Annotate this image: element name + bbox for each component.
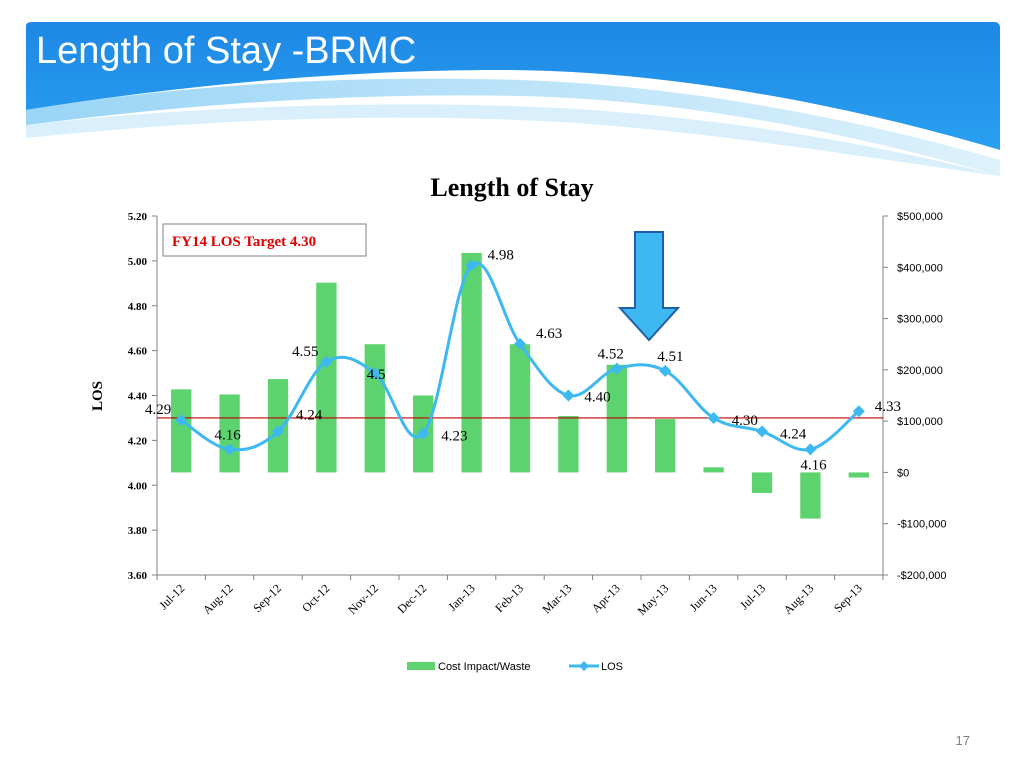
- y-tick-label: 3.60: [128, 570, 148, 582]
- y2-tick-label: $400,000: [897, 262, 943, 274]
- legend-swatch-los-marker: [579, 661, 589, 671]
- los-data-label: 4.30: [732, 413, 758, 429]
- los-data-label: 4.98: [488, 247, 514, 263]
- slide-number: 17: [955, 733, 970, 748]
- cost-impact-bar: [171, 389, 192, 473]
- down-arrow-icon: [617, 231, 681, 342]
- x-tick-label: Sep-13: [831, 581, 865, 615]
- cost-impact-bar: [316, 282, 337, 473]
- y2-tick-label: $0: [897, 467, 909, 479]
- y-tick-label: 4.80: [128, 301, 148, 313]
- x-tick-label: May-13: [635, 581, 672, 618]
- x-tick-label: Apr-13: [589, 581, 623, 615]
- los-line-path: [180, 261, 860, 452]
- cost-impact-bar: [655, 419, 676, 473]
- y-tick-label: 4.60: [128, 346, 148, 358]
- x-tick-label: Sep-12: [250, 581, 284, 615]
- los-line: [175, 259, 865, 456]
- legend-label-los: LOS: [601, 661, 623, 673]
- los-data-label: 4.16: [800, 457, 827, 473]
- los-marker: [465, 259, 478, 272]
- cost-impact-bar: [606, 364, 627, 473]
- target-annotation: FY14 LOS Target 4.30: [162, 223, 367, 257]
- x-tick-label: Oct-12: [299, 581, 332, 614]
- y-tick-label: 4.00: [128, 480, 148, 492]
- los-data-label: 4.55: [292, 344, 318, 360]
- x-tick-label: Jun-13: [687, 581, 720, 614]
- y2-tick-label: $200,000: [897, 365, 943, 377]
- los-data-label: 4.52: [598, 347, 624, 363]
- los-marker: [707, 411, 720, 424]
- cost-impact-bar: [703, 467, 724, 473]
- los-data-label: 4.16: [214, 427, 241, 443]
- legend-swatch-cost-impact: [407, 662, 435, 670]
- x-tick-label: Jul-13: [737, 581, 768, 612]
- los-marker: [175, 414, 188, 427]
- cost-impact-bar: [558, 416, 579, 473]
- cost-impact-bar: [219, 394, 240, 473]
- y2-tick-label: -$200,000: [897, 570, 947, 582]
- los-marker: [320, 355, 333, 368]
- x-tick-label: Aug-13: [781, 581, 817, 617]
- chart-title: Length of Stay: [430, 173, 593, 202]
- y-tick-label: 3.80: [128, 525, 148, 537]
- los-data-label: 4.33: [875, 399, 901, 415]
- chart-legend: Cost Impact/Waste LOS: [407, 661, 623, 673]
- x-tick-label: Jul-12: [156, 581, 187, 612]
- los-marker: [272, 425, 284, 438]
- y2-tick-label: -$100,000: [897, 519, 947, 531]
- chart-axes: 5.20 5.00 4.80 4.60 4.40 4.20 4.00 3.80 3.60 $500…: [128, 211, 947, 618]
- los-marker: [514, 337, 526, 350]
- los-marker: [562, 389, 575, 402]
- x-tick-label: Aug-12: [200, 581, 236, 617]
- x-tick-label: Nov-12: [345, 581, 381, 617]
- los-data-label: 4.24: [780, 426, 807, 442]
- los-data-label: 4.29: [145, 402, 171, 418]
- los-marker: [368, 367, 381, 380]
- x-tick-label: Mar-13: [539, 581, 574, 616]
- target-box-label: FY14 LOS Target 4.30: [172, 234, 316, 250]
- los-marker: [804, 443, 817, 456]
- y2-tick-label: $500,000: [897, 211, 943, 223]
- y-axis-label: LOS: [90, 381, 106, 411]
- y-tick-label: 5.00: [128, 256, 148, 268]
- legend-label-cost-impact: Cost Impact/Waste: [438, 661, 531, 673]
- los-marker: [223, 443, 236, 456]
- y-tick-label: 5.20: [128, 211, 148, 223]
- los-marker: [852, 405, 865, 418]
- los-marker: [417, 427, 430, 440]
- target-box-frame: [162, 223, 367, 257]
- cost-impact-bar: [848, 472, 869, 478]
- cost-impact-bar: [509, 344, 531, 473]
- y-tick-label: 4.40: [128, 391, 148, 403]
- cost-impact-bars: [171, 252, 869, 519]
- x-tick-label: Feb-13: [492, 581, 526, 615]
- y-tick-label: 4.20: [128, 435, 148, 447]
- los-data-label: 4.24: [296, 407, 323, 423]
- x-tick-label: Dec-12: [394, 581, 429, 616]
- los-marker: [756, 425, 768, 438]
- cost-impact-bar: [364, 344, 385, 473]
- cost-impact-bar: [800, 472, 821, 519]
- los-data-label: 4.51: [657, 349, 683, 365]
- los-data-labels: 4.29 4.16 4.24 4.55 4.5 4.23 4.98 4.63 4.40 4.52 4…: [145, 247, 901, 473]
- los-data-label: 4.40: [584, 390, 610, 406]
- los-data-label: 4.5: [367, 367, 386, 383]
- cost-impact-bar: [751, 472, 773, 493]
- los-marker: [659, 364, 672, 377]
- title-banner: [26, 22, 1000, 176]
- y2-tick-label: $300,000: [897, 314, 943, 326]
- los-data-label: 4.63: [536, 326, 562, 342]
- los-data-label: 4.23: [441, 429, 467, 445]
- y2-tick-label: $100,000: [897, 416, 943, 428]
- slide-title: Length of Stay -BRMC: [36, 30, 417, 72]
- x-tick-label: Jan-13: [445, 581, 478, 614]
- los-marker: [610, 362, 623, 375]
